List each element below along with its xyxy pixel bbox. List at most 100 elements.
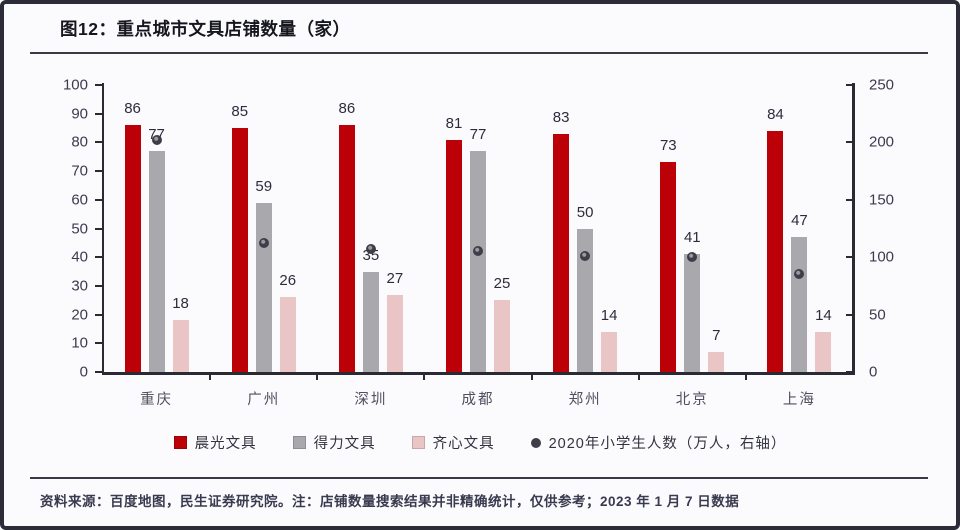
bar-value-label: 47 [791, 212, 808, 230]
y-axis-left-tick [95, 313, 102, 316]
x-axis-tick [530, 374, 533, 380]
scatter-point-广州 [258, 238, 269, 249]
x-axis-tick [744, 374, 747, 380]
bar-齐心文具-重庆 [172, 320, 189, 372]
bar-value-label: 18 [172, 295, 189, 313]
y-axis-left-tick-label: 20 [71, 306, 88, 324]
bar-value-label: 59 [255, 177, 273, 195]
y-axis-right-tick-label: 0 [869, 363, 878, 381]
bar-value-label: 85 [231, 103, 249, 121]
legend: 晨光文具 得力文具 齐心文具 2020年小学生人数（万人，右轴） [0, 432, 960, 453]
bar-齐心文具-北京 [708, 351, 725, 372]
bar-齐心文具-深圳 [386, 294, 403, 372]
legend-item-qixin: 齐心文具 [411, 432, 495, 453]
x-axis-tick [209, 374, 212, 380]
bar-晨光文具-深圳 [338, 125, 355, 372]
x-axis-category-label: 郑州 [568, 392, 602, 408]
bar-value-label: 50 [576, 203, 594, 221]
source-note: 资料来源：百度地图，民生证券研究院。注：店铺数量搜索结果并非精确统计，仅供参考；… [40, 494, 740, 509]
legend-label: 得力文具 [313, 436, 376, 452]
bar-齐心文具-上海 [815, 331, 832, 372]
bar-value-label: 86 [124, 100, 141, 118]
y-axis-right-tick [846, 198, 853, 201]
pink-square-icon [411, 436, 425, 449]
legend-label: 齐心文具 [432, 436, 495, 452]
y-axis-left-tick [95, 84, 102, 86]
y-axis-right-tick-label: 150 [869, 191, 895, 209]
bar-value-label: 7 [712, 326, 721, 344]
y-axis-left-tick [95, 342, 102, 345]
y-axis-left-tick-label: 30 [71, 277, 88, 295]
bar-得力文具-北京 [684, 254, 701, 372]
y-axis-left-tick-label: 0 [79, 363, 88, 381]
bar-value-label: 84 [767, 105, 784, 123]
bar-齐心文具-郑州 [601, 331, 618, 372]
y-axis-right [852, 83, 855, 374]
bar-得力文具-重庆 [148, 151, 165, 372]
x-axis-tick [637, 374, 640, 380]
bar-value-label: 14 [815, 306, 832, 324]
y-axis-right-tick [846, 371, 853, 373]
scatter-point-北京 [687, 252, 698, 263]
bar-value-label: 14 [600, 306, 618, 324]
scatter-point-上海 [794, 269, 805, 280]
bar-value-label: 25 [493, 275, 511, 293]
bar-value-label: 26 [279, 272, 297, 290]
y-axis-left-tick [95, 227, 102, 230]
bar-value-label: 77 [469, 126, 487, 143]
y-axis-left-tick [95, 256, 102, 259]
y-axis-right-tick-label: 250 [869, 76, 895, 94]
y-axis-right-tick [846, 313, 853, 316]
bar-得力文具-上海 [791, 237, 808, 372]
y-axis-left-tick [95, 284, 102, 287]
chart-title: 图12：重点城市文具店铺数量（家） [60, 19, 351, 39]
x-axis-category-label: 重庆 [140, 392, 174, 408]
y-axis-right-tick [846, 256, 853, 259]
gray-square-icon [292, 436, 306, 449]
bar-得力文具-深圳 [362, 271, 379, 372]
x-axis-category-label: 上海 [782, 392, 816, 408]
bar-value-label: 41 [683, 229, 701, 247]
y-axis-left-tick [95, 141, 102, 144]
legend-item-chenguang: 晨光文具 [173, 432, 257, 453]
title-divider [30, 52, 928, 54]
y-axis-left-tick-label: 40 [71, 248, 88, 266]
bar-得力文具-郑州 [577, 228, 594, 372]
y-axis-right-tick-label: 200 [869, 133, 895, 151]
dark-dot-icon [530, 437, 541, 448]
y-axis-left-tick [95, 170, 102, 173]
bar-晨光文具-广州 [231, 128, 248, 372]
bar-晨光文具-成都 [446, 139, 462, 372]
scatter-point-成都 [473, 246, 483, 257]
y-axis-left-tick-label: 60 [71, 191, 88, 209]
bar-得力文具-广州 [255, 202, 272, 372]
y-axis-left-tick-label: 10 [71, 334, 88, 352]
scatter-point-郑州 [580, 251, 591, 262]
x-axis-category-label: 北京 [675, 392, 709, 408]
x-axis-category-label: 深圳 [354, 392, 388, 408]
bar-晨光文具-上海 [767, 130, 784, 372]
x-axis-category-label: 成都 [461, 392, 495, 408]
scatter-point-深圳 [365, 244, 376, 255]
y-axis-left-tick [95, 198, 102, 201]
bar-value-label: 73 [659, 137, 677, 155]
y-axis-left-tick [95, 371, 102, 373]
legend-label: 2020年小学生人数（万人，右轴） [548, 436, 787, 452]
y-axis-left-tick-label: 70 [71, 162, 88, 180]
footnote-divider [30, 477, 928, 479]
x-axis-tick [423, 374, 426, 380]
bar-齐心文具-成都 [494, 300, 510, 372]
x-axis [101, 372, 855, 375]
y-axis-left-tick-label: 50 [71, 220, 88, 237]
bar-晨光文具-北京 [660, 162, 677, 372]
y-axis-left-tick-label: 80 [71, 133, 88, 151]
bar-得力文具-成都 [470, 151, 486, 372]
bar-value-label: 86 [338, 100, 356, 118]
legend-item-deli: 得力文具 [292, 432, 376, 453]
y-axis-right-tick-label: 100 [869, 248, 895, 266]
y-axis-right-tick [846, 141, 853, 144]
legend-item-students: 2020年小学生人数（万人，右轴） [530, 432, 787, 453]
x-axis-category-label: 广州 [247, 392, 281, 408]
